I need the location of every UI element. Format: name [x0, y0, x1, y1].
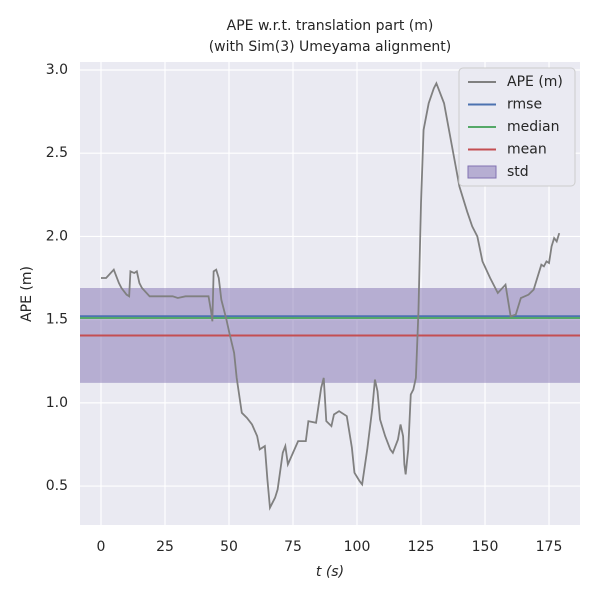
legend-label: median — [507, 119, 559, 135]
x-tick-label: 75 — [284, 539, 302, 555]
x-tick-label: 150 — [472, 539, 499, 555]
legend-swatch — [467, 165, 497, 179]
x-tick-label: 0 — [97, 539, 106, 555]
chart-subtitle: (with Sim(3) Umeyama alignment) — [209, 39, 452, 55]
y-tick-label: 1.5 — [46, 312, 68, 328]
x-tick-label: 125 — [408, 539, 435, 555]
legend-label: std — [507, 164, 529, 180]
y-tick-label: 2.5 — [46, 145, 68, 161]
legend-label: APE (m) — [507, 74, 563, 90]
x-axis-label: t (s) — [316, 564, 344, 580]
y-tick-label: 3.0 — [46, 62, 68, 78]
y-axis-label: APE (m) — [19, 266, 35, 322]
y-tick-label: 0.5 — [46, 478, 68, 494]
x-tick-label: 50 — [220, 539, 238, 555]
chart-title: APE w.r.t. translation part (m) — [227, 18, 434, 34]
y-tick-label: 2.0 — [46, 228, 68, 244]
legend-label: rmse — [507, 97, 542, 113]
y-tick-label: 1.0 — [46, 395, 68, 411]
legend: APE (m) rmse median mean std — [458, 67, 576, 187]
legend-box — [458, 67, 576, 187]
x-tick-label: 25 — [156, 539, 174, 555]
x-tick-label: 100 — [344, 539, 371, 555]
ape-line — [100, 81, 561, 511]
x-tick-label: 175 — [536, 539, 563, 555]
legend-label: mean — [507, 142, 547, 158]
